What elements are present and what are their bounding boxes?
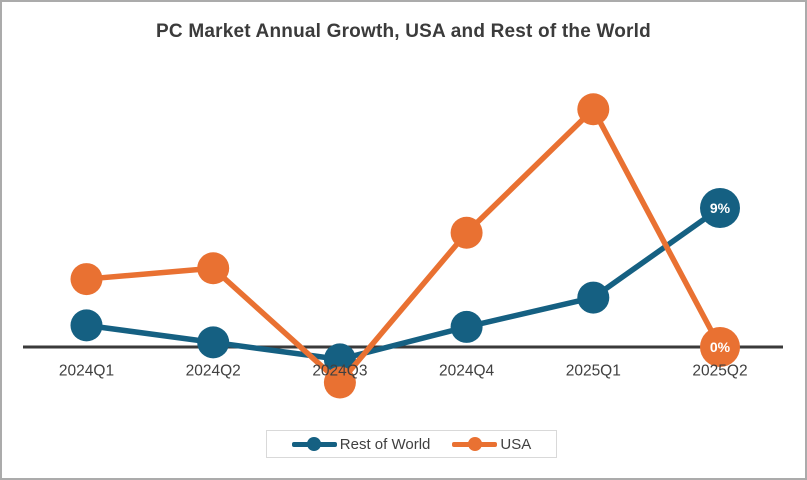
legend-dot-icon (307, 437, 322, 451)
x-tick-label: 2024Q3 (312, 363, 367, 380)
chart-title: PC Market Annual Growth, USA and Rest of… (156, 21, 651, 42)
marker-rest-of-world-2024Q4 (450, 310, 483, 343)
x-tick-label: 2025Q2 (692, 363, 747, 380)
x-tick-label: 2024Q4 (439, 363, 495, 380)
marker-usa-2024Q2 (197, 252, 230, 285)
marker-rest-of-world-2025Q2 (700, 188, 740, 229)
series-line-usa (86, 106, 723, 386)
legend-dot-icon (467, 437, 482, 451)
legend-item-rest-of-world: Rest of World (291, 435, 431, 453)
marker-rest-of-world-2024Q2 (197, 326, 230, 359)
legend-label-rest-of-world: Rest of World (339, 435, 431, 453)
x-tick-label: 2024Q1 (59, 363, 114, 380)
marker-usa-2024Q4 (450, 216, 483, 249)
series-line-rest-of-world (86, 205, 722, 363)
chart-legend: Rest of World USA (266, 430, 557, 458)
legend-item-usa: USA (452, 436, 531, 453)
point-label-usa: 0% (710, 339, 731, 355)
marker-usa-2024Q1 (70, 263, 103, 296)
marker-rest-of-world-2025Q1 (577, 281, 610, 314)
legend-label-usa: USA (500, 435, 532, 453)
legend-line-marker-icon (291, 437, 337, 451)
point-label-rest-of-world: 9% (710, 200, 731, 216)
marker-usa-2024Q3 (323, 366, 356, 399)
marker-usa-2025Q1 (577, 93, 610, 126)
x-tick-label: 2025Q1 (566, 363, 621, 380)
marker-rest-of-world-2024Q3 (323, 343, 356, 376)
marker-usa-2025Q2 (700, 327, 740, 367)
x-tick-label: 2024Q2 (186, 363, 241, 380)
marker-rest-of-world-2024Q1 (70, 309, 103, 342)
legend-line-marker-icon (452, 437, 498, 451)
